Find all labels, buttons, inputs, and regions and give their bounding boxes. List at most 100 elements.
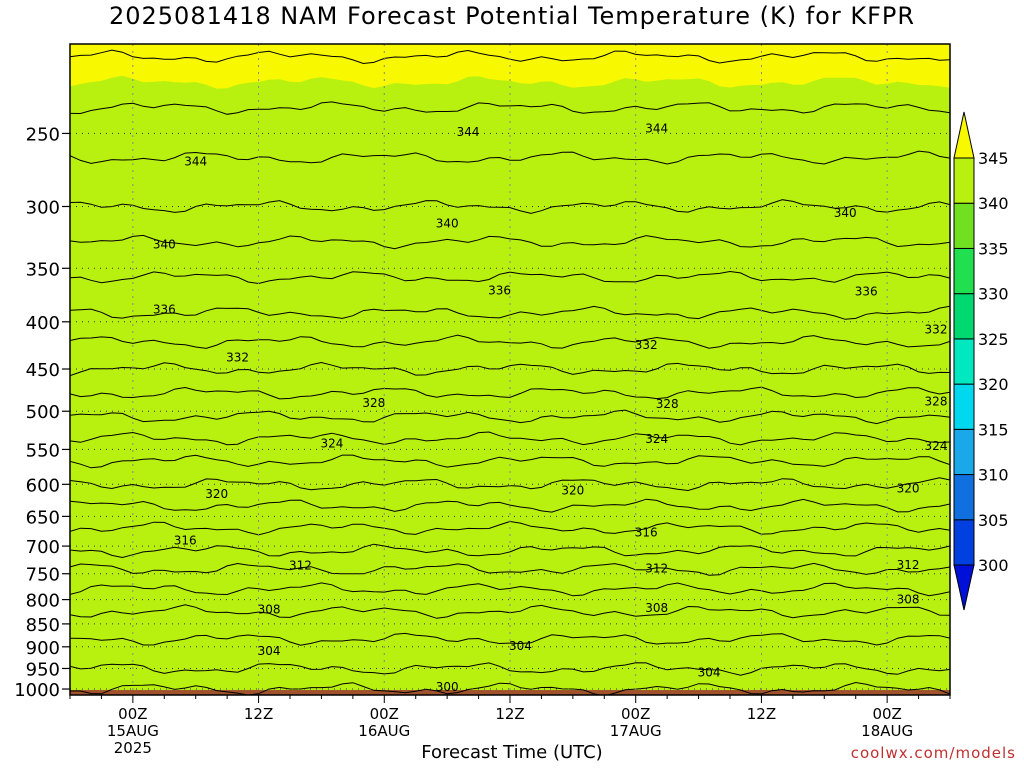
contour-label: 344 — [645, 122, 668, 136]
ground-rect — [70, 690, 950, 695]
colorbar-label: 320 — [978, 375, 1009, 394]
x-tick-sublabel: 16AUG — [358, 722, 410, 740]
contour-label: 344 — [184, 154, 207, 168]
theta-band — [70, 75, 950, 695]
contour-line — [70, 543, 950, 559]
ground-surface — [70, 690, 950, 695]
x-tick-label: 00Z — [872, 705, 901, 723]
contour-label: 340 — [834, 206, 857, 220]
contour-label: 312 — [645, 561, 668, 575]
contour-label: 320 — [205, 487, 228, 501]
y-tick-label: 950 — [26, 659, 60, 680]
y-tick-label: 650 — [26, 507, 60, 528]
contour-label: 308 — [645, 601, 668, 615]
colorbar-label: 330 — [978, 285, 1009, 304]
colorbar-swatch — [953, 157, 975, 204]
contour-line — [70, 101, 950, 115]
contour-label: 320 — [897, 481, 920, 495]
contour-label: 344 — [457, 125, 480, 139]
colorbar-swatch — [953, 338, 975, 385]
colorbar: 300 305 310 315 320 325 330 335 340 345 — [953, 111, 1009, 611]
x-tick-label: 00Z — [621, 705, 650, 723]
contour-label: 332 — [635, 338, 658, 352]
y-tick-label: 500 — [26, 402, 60, 423]
x-tick-label: 12Z — [244, 705, 273, 723]
y-tick-label: 850 — [26, 615, 60, 636]
contour-line — [70, 150, 950, 165]
contour-label: 308 — [897, 593, 920, 607]
y-tick-label: 800 — [26, 591, 60, 612]
colorbar-label: 340 — [978, 194, 1009, 213]
contour-label: 304 — [509, 639, 532, 653]
contour-line — [70, 234, 950, 250]
contour-label: 304 — [698, 666, 721, 680]
colorbar-label: 315 — [978, 420, 1009, 439]
contour-line — [70, 17, 950, 30]
y-tick-label: 250 — [26, 124, 60, 145]
x-tick-label: 00Z — [118, 705, 147, 723]
contour-label: 336 — [153, 303, 176, 317]
contour-label: 316 — [174, 533, 197, 547]
contour-line — [70, 498, 950, 513]
colorbar-top-arrow — [953, 111, 975, 159]
contour-line — [70, 681, 950, 695]
contour-label: 340 — [153, 238, 176, 252]
contour-line — [70, 199, 950, 214]
credit-text: coolwx.com/models — [850, 744, 1016, 762]
contour-label: 312 — [289, 559, 312, 573]
contour-label: 328 — [656, 397, 679, 411]
x-tick-sublabel: 2025 — [114, 739, 152, 757]
contour-label: 332 — [925, 323, 948, 337]
colorbar-swatch — [953, 293, 975, 340]
y-tick-label: 550 — [26, 440, 60, 461]
colorbar-label: 325 — [978, 330, 1009, 349]
contour-label: 304 — [258, 644, 281, 658]
x-tick-sublabel: 18AUG — [861, 722, 913, 740]
contour-label: 324 — [925, 439, 948, 453]
contour-line — [70, 632, 950, 646]
x-tick-label: 12Z — [495, 705, 524, 723]
contour-label: 312 — [897, 558, 920, 572]
contour-label: 340 — [436, 217, 459, 231]
x-tick-sublabel: 17AUG — [610, 722, 662, 740]
contour-line — [70, 431, 950, 446]
contour-line — [70, 386, 950, 400]
contour-label: 332 — [226, 350, 249, 364]
colorbar-swatch — [953, 428, 975, 476]
contour-line — [70, 662, 950, 676]
colorbar-label: 300 — [978, 556, 1009, 575]
x-tick-label: 12Z — [747, 705, 776, 723]
contour-label: 324 — [645, 432, 668, 446]
contour-label: 336 — [855, 285, 878, 299]
contour-line — [70, 409, 950, 425]
contour-label: 320 — [561, 483, 584, 497]
colorbar-label: 345 — [978, 149, 1009, 168]
colorbar-label: 335 — [978, 239, 1009, 258]
colorbar-swatch — [953, 519, 975, 566]
colorbar-bottom-arrow — [953, 564, 975, 611]
y-tick-label: 450 — [26, 360, 60, 381]
contour-line — [70, 270, 950, 285]
contour-line — [70, 361, 950, 377]
contour-line — [70, 334, 950, 349]
theta-fill-bands — [70, 44, 950, 695]
contour-label: 308 — [258, 602, 281, 616]
colorbar-swatch — [953, 247, 975, 295]
contour-line — [70, 305, 950, 320]
y-tick-label: 900 — [26, 638, 60, 659]
colorbar-label: 310 — [978, 466, 1009, 485]
y-tick-label: 750 — [26, 565, 60, 586]
y-tick-label: 300 — [26, 198, 60, 219]
pressure-axis: 2503003504004505005506006507007508008509… — [14, 124, 70, 701]
x-tick-label: 00Z — [370, 705, 399, 723]
y-tick-label: 600 — [26, 475, 60, 496]
y-tick-label: 400 — [26, 313, 60, 334]
y-tick-label: 350 — [26, 259, 60, 280]
contour-label: 316 — [635, 526, 658, 540]
contour-labels: 344 344 344 340 340 340 336 336 336 332 332 332 328 3… — [153, 122, 948, 694]
contour-label: 324 — [320, 437, 343, 451]
contour-label: 328 — [925, 394, 948, 408]
